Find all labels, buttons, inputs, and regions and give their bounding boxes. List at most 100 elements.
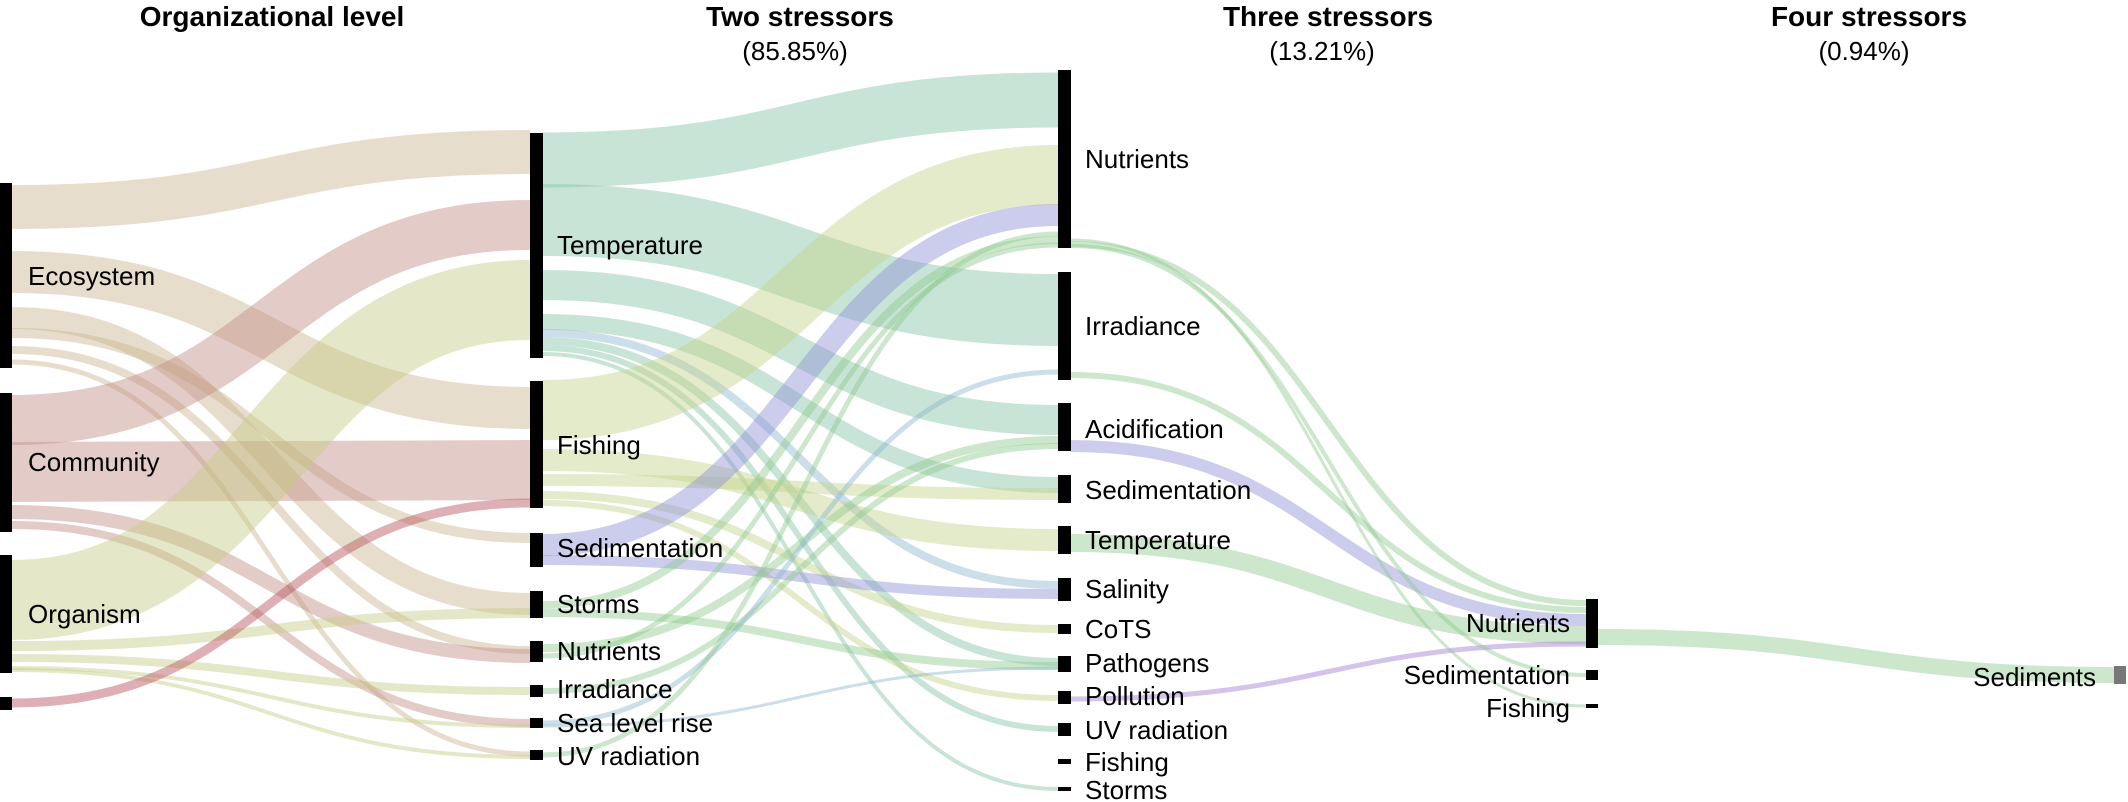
link-h-acidification-to-f-nutrients [1070, 440, 1587, 626]
node-t-fishing-bar [530, 381, 543, 508]
link-community-to-t-fishing [11, 440, 531, 502]
link-t-fishing-to-h-sedimentation [542, 474, 1059, 500]
link-t-storms-to-h-pathogens [542, 609, 1059, 670]
link-t-sealevel-to-h-pathogens [542, 666, 1059, 728]
node-label-three-temperature: Temperature [1085, 525, 1231, 555]
link-t-storms-to-h-nutrients [542, 236, 1059, 609]
node-h-uv-bar [1058, 723, 1071, 736]
node-f-fishing-bar [1586, 704, 1598, 708]
node-label-three-cots: CoTS [1085, 614, 1151, 644]
node-f-nutrients-bar [1586, 599, 1598, 648]
node-label-three-pollution: Pollution [1085, 681, 1185, 711]
link-org-unlabeled-to-t-fishing [11, 498, 531, 708]
node-h-fishing-bar [1058, 759, 1071, 764]
stressor-nodes [0, 70, 2126, 791]
link-ecosystem-to-t-fishing [11, 251, 531, 429]
two-stressor-labels: Temperature Fishing Sedimentation Storms… [557, 230, 723, 771]
link-t-temperature-to-h-uv [542, 345, 1059, 732]
link-ecosystem-to-t-storms [11, 307, 531, 615]
node-label-two-uv-radiation: UV radiation [557, 741, 700, 771]
node-label-two-nutrients: Nutrients [557, 636, 661, 666]
link-t-irradiance-to-h-acidification [542, 443, 1059, 694]
header-two-stressors: Two stressors [706, 1, 894, 32]
node-h-nutrients-bar [1058, 70, 1071, 248]
link-organism-to-t-temperature [11, 260, 531, 640]
node-label-four-nutrients: Nutrients [1466, 608, 1570, 638]
subheader-three-stressors: (13.21%) [1269, 36, 1375, 66]
node-t-sealevel-bar [530, 718, 543, 728]
link-h-pollution-to-f-nutrients [1070, 641, 1587, 702]
node-label-three-acidification: Acidification [1085, 414, 1224, 444]
link-h-nutrients-to-f-sedimentation [1070, 244, 1587, 677]
link-organism-to-t-uv [11, 668, 531, 759]
link-ecosystem-to-t-uv [11, 359, 531, 757]
flow-links [11, 72, 2115, 791]
link-organism-to-t-irradiance [11, 654, 531, 695]
link-t-temperature-to-h-nutrients [542, 72, 1059, 188]
node-label-three-sedimentation: Sedimentation [1085, 475, 1251, 505]
link-h-nutrients-to-f-nutrients [1070, 241, 1587, 606]
node-label-sediments: Sediments [1973, 662, 2096, 692]
node-label-three-irradiance: Irradiance [1085, 311, 1201, 341]
link-t-temperature-to-h-irradiance [542, 184, 1059, 346]
link-t-temperature-to-h-sedimentation [542, 314, 1059, 493]
node-ecosystem-bar [0, 183, 12, 368]
node-h-temperature-bar [1058, 526, 1071, 554]
node-label-three-nutrients: Nutrients [1085, 144, 1189, 174]
node-label-three-pathogens: Pathogens [1085, 648, 1209, 678]
node-s-sediments-bar [2114, 666, 2126, 684]
node-label-two-sedimentation: Sedimentation [557, 533, 723, 563]
node-label-two-storms: Storms [557, 589, 639, 619]
node-label-three-salinity: Salinity [1085, 574, 1169, 604]
link-t-sedimentation-to-h-salinity [542, 555, 1059, 599]
link-t-uv-to-h-nutrients [542, 231, 1059, 758]
node-label-two-sea-level-rise: Sea level rise [557, 708, 713, 738]
node-label-ecosystem: Ecosystem [28, 261, 155, 291]
link-community-to-t-nutrients [11, 505, 531, 663]
node-h-pollution-bar [1058, 691, 1071, 704]
link-t-fishing-to-h-cots [542, 491, 1059, 633]
node-label-four-fishing: Fishing [1486, 693, 1570, 723]
node-organism-bar [0, 555, 12, 673]
five-stressor-labels: Sediments [1973, 662, 2096, 692]
header-organizational-level: Organizational level [140, 1, 405, 32]
link-h-temperature-to-f-nutrients [1070, 534, 1587, 644]
link-t-sealevel-to-h-irradiance [542, 369, 1059, 726]
node-community-bar [0, 393, 12, 532]
link-community-to-t-temperature [11, 200, 531, 445]
link-t-fishing-to-h-temperature [542, 449, 1059, 551]
node-t-nutrients-bar [530, 641, 543, 662]
node-h-pathogens-bar [1058, 656, 1071, 672]
link-t-nutrients-to-h-nutrients [542, 242, 1059, 659]
subheader-two-stressors: (85.85%) [742, 36, 848, 66]
header-three-stressors: Three stressors [1223, 1, 1433, 32]
link-t-temperature-to-h-pathogens [542, 337, 1059, 666]
node-h-irradiance-bar [1058, 272, 1071, 380]
link-t-fishing-to-h-nutrients [542, 145, 1059, 440]
node-t-sedimentation-bar [530, 533, 543, 567]
link-ecosystem-to-t-nutrients [11, 346, 531, 654]
link-t-nutrients-to-h-acidification [542, 436, 1059, 652]
header-four-stressors: Four stressors [1771, 1, 1967, 32]
node-h-cots-bar [1058, 624, 1071, 634]
node-f-sedimentation-bar [1586, 670, 1598, 680]
link-t-sedimentation-to-h-nutrients [542, 204, 1059, 556]
node-label-three-fishing: Fishing [1085, 747, 1169, 777]
node-label-three-storms: Storms [1085, 775, 1167, 802]
node-h-acidification-bar [1058, 403, 1071, 451]
node-label-two-fishing: Fishing [557, 430, 641, 460]
node-h-sedimentation-bar [1058, 475, 1071, 503]
node-label-two-temperature: Temperature [557, 230, 703, 260]
node-label-three-uv-radiation: UV radiation [1085, 715, 1228, 745]
node-org-unlabeled-bar [0, 697, 12, 710]
three-stressor-labels: Nutrients Irradiance Acidification Sedim… [1085, 144, 1251, 802]
node-h-salinity-bar [1058, 578, 1071, 601]
link-t-temperature-to-h-acidification [542, 270, 1059, 435]
node-t-irradiance-bar [530, 685, 543, 697]
link-ecosystem-to-t-sedimentation [11, 328, 531, 543]
four-stressor-labels: Nutrients Sedimentation Fishing [1404, 608, 1570, 723]
node-h-storms-bar [1058, 787, 1071, 791]
link-organism-to-t-storms [11, 608, 531, 651]
node-t-uv-bar [530, 750, 543, 760]
